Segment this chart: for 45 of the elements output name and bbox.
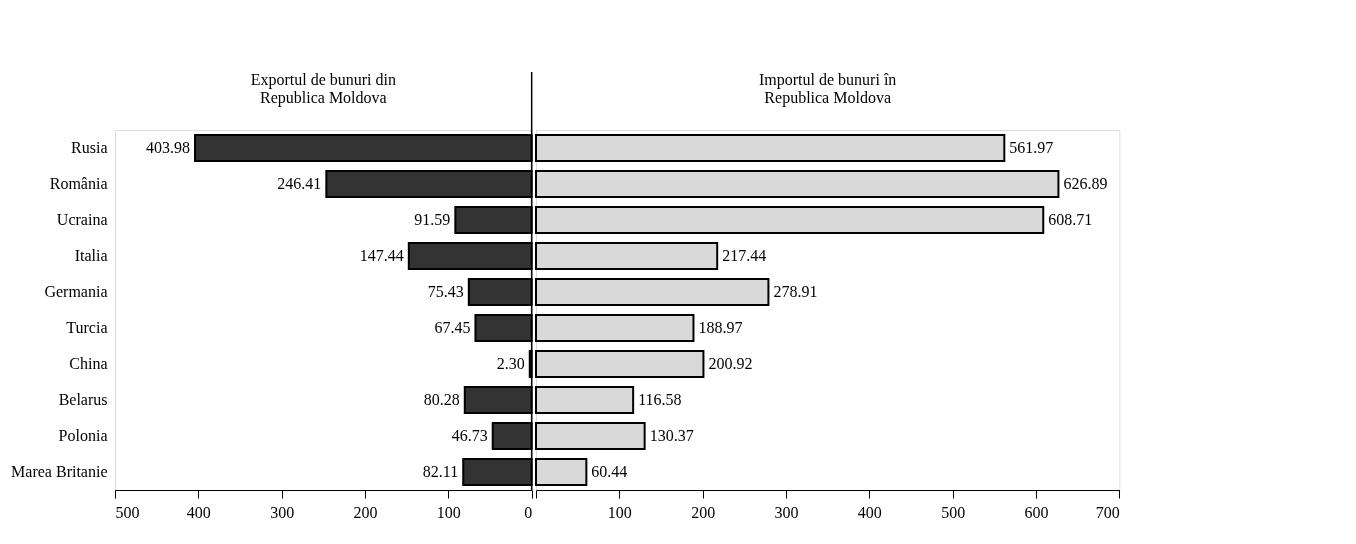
x-tick-label: 100	[436, 503, 461, 521]
data-label: 403.98	[146, 139, 191, 156]
x-tick-label: 600	[1024, 503, 1049, 521]
data-label: 217.44	[722, 247, 767, 264]
x-tick-label: 400	[186, 503, 211, 521]
x-tick-label: 300	[774, 503, 799, 521]
y-tick-label: Belarus	[58, 391, 108, 408]
y-tick-label: Marea Britanie	[11, 463, 108, 480]
x-tick-label: 500	[941, 503, 966, 521]
y-tick-label: Rusia	[71, 139, 108, 156]
x-tick-label: 200	[353, 503, 378, 521]
data-label: 2.30	[496, 355, 525, 372]
data-label: 60.44	[591, 463, 628, 480]
y-tick-label: Turcia	[66, 319, 108, 336]
x-tick-label: 500	[115, 503, 140, 521]
x-tick-label: 100	[607, 503, 632, 521]
data-label: 67.45	[434, 319, 471, 336]
y-tick-label: Germania	[44, 283, 108, 300]
data-label: 91.59	[414, 211, 451, 228]
x-tick-label: 300	[270, 503, 295, 521]
data-label: 626.89	[1063, 175, 1108, 192]
data-label: 75.43	[427, 283, 464, 300]
data-label: 561.97	[1009, 139, 1054, 156]
data-label: 200.92	[708, 355, 753, 372]
y-tick-label: Ucraina	[56, 211, 108, 228]
x-tick-label: 200	[691, 503, 716, 521]
series-label: Exportul de bunuri din Republica Moldova	[250, 71, 396, 107]
data-label: 278.91	[773, 283, 818, 300]
y-tick-label: România	[49, 175, 108, 192]
data-label: 80.28	[423, 391, 460, 408]
data-label: 246.41	[277, 175, 322, 192]
data-label: 46.73	[451, 427, 488, 444]
data-label: 116.58	[638, 391, 682, 408]
y-tick-label: Italia	[74, 247, 108, 264]
data-label: 82.11	[422, 463, 459, 480]
y-tick-label: China	[69, 355, 108, 372]
data-label: 147.44	[359, 247, 404, 264]
series-label: Importul de bunuri în Republica Moldova	[759, 71, 897, 107]
y-tick-label: Polonia	[58, 427, 108, 444]
x-tick-label: 400	[857, 503, 882, 521]
data-label: 188.97	[698, 319, 743, 336]
data-label: 608.71	[1048, 211, 1093, 228]
x-tick-label: 700	[1095, 503, 1120, 521]
x-tick-label: 0	[524, 503, 533, 521]
data-label: 130.37	[649, 427, 694, 444]
